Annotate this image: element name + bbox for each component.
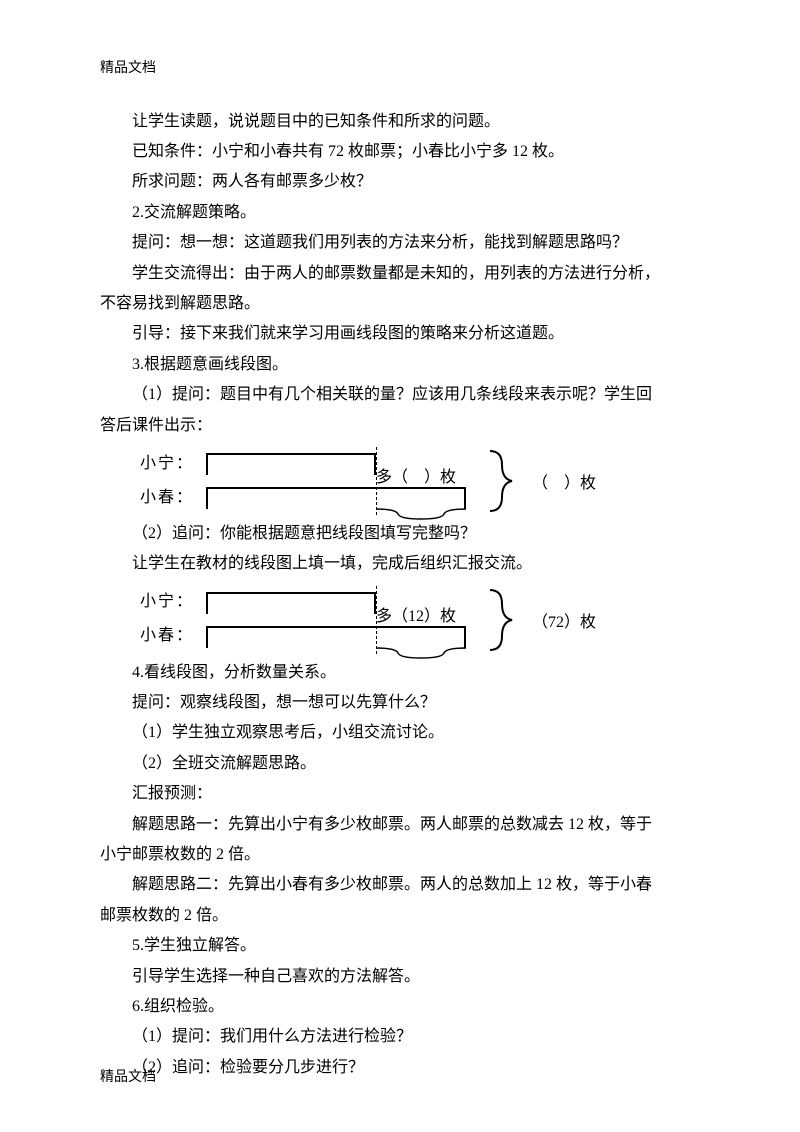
paragraph: 3.根据题意画线段图。 xyxy=(100,350,700,380)
paragraph: （1）学生独立观察思考后，小组交流讨论。 xyxy=(100,718,700,748)
paragraph: 所求问题：两人各有邮票多少枚？ xyxy=(100,167,700,197)
diagram-label-person2: 小春： xyxy=(140,621,206,651)
paragraph: 6.组织检验。 xyxy=(100,992,700,1022)
total-brace xyxy=(486,449,516,513)
total-label: （72）枚 xyxy=(532,608,596,638)
line-diagram-filled: 小宁： 小春： 多（12）枚 （72）枚 xyxy=(140,586,700,656)
total-label: （ ）枚 xyxy=(532,469,596,499)
paragraph: （2）追问：你能根据题意把线段图填写完整吗？ xyxy=(100,519,700,549)
paragraph: 引导学生选择一种自己喜欢的方法解答。 xyxy=(100,962,700,992)
paragraph: 2.交流解题策略。 xyxy=(100,198,700,228)
document-body: 让学生读题，说说题目中的已知条件和所求的问题。 已知条件：小宁和小春共有 72 … xyxy=(100,107,700,1084)
paragraph: 提问：观察线段图，想一想可以先算什么？ xyxy=(100,688,700,718)
paragraph: 汇报预测： xyxy=(100,779,700,809)
diagram-label-person2: 小春： xyxy=(140,483,206,513)
more-label: 多（12）枚 xyxy=(376,602,456,632)
paragraph: （2）全班交流解题思路。 xyxy=(100,749,700,779)
paragraph: 小宁邮票枚数的 2 倍。 xyxy=(100,840,700,870)
footer-label: 精品文档 xyxy=(100,1065,156,1092)
paragraph: 解题思路二：先算出小春有多少枚邮票。两人的总数加上 12 枚，等于小春 xyxy=(100,870,700,900)
bar-xiaoning xyxy=(206,453,376,475)
diagram-label-person1: 小宁： xyxy=(140,587,206,617)
paragraph: 答后课件出示： xyxy=(100,411,700,441)
more-label: 多（ ）枚 xyxy=(376,463,456,493)
paragraph: 5.学生独立解答。 xyxy=(100,931,700,961)
paragraph: 让学生读题，说说题目中的已知条件和所求的问题。 xyxy=(100,107,700,137)
paragraph: （2）追问：检验要分几步进行？ xyxy=(100,1053,700,1083)
brace-icon xyxy=(376,507,466,521)
bar-xiaoning xyxy=(206,592,376,614)
paragraph: 引导：接下来我们就来学习用画线段图的策略来分析这道题。 xyxy=(100,319,700,349)
paragraph: 学生交流得出：由于两人的邮票数量都是未知的，用列表的方法进行分析， xyxy=(100,259,700,289)
paragraph: 解题思路一：先算出小宁有多少枚邮票。两人邮票的总数减去 12 枚，等于 xyxy=(100,810,700,840)
total-brace xyxy=(486,588,516,652)
paragraph: （1）提问：我们用什么方法进行检验？ xyxy=(100,1022,700,1052)
paragraph: 提问：想一想：这道题我们用列表的方法来分析，能找到解题思路吗？ xyxy=(100,228,700,258)
header-label: 精品文档 xyxy=(100,56,700,83)
paragraph: 4.看线段图，分析数量关系。 xyxy=(100,658,700,688)
paragraph: （1）提问：题目中有几个相关联的量？应该用几条线段来表示呢？学生回 xyxy=(100,380,700,410)
paragraph: 邮票枚数的 2 倍。 xyxy=(100,901,700,931)
brace-icon xyxy=(376,646,466,660)
paragraph: 不容易找到解题思路。 xyxy=(100,289,700,319)
diagram-label-person1: 小宁： xyxy=(140,449,206,479)
paragraph: 已知条件：小宁和小春共有 72 枚邮票；小春比小宁多 12 枚。 xyxy=(100,137,700,167)
line-diagram-blank: 小宁： 小春： 多（ ）枚 （ ）枚 xyxy=(140,447,700,517)
paragraph: 让学生在教材的线段图上填一填，完成后组织汇报交流。 xyxy=(100,549,700,579)
